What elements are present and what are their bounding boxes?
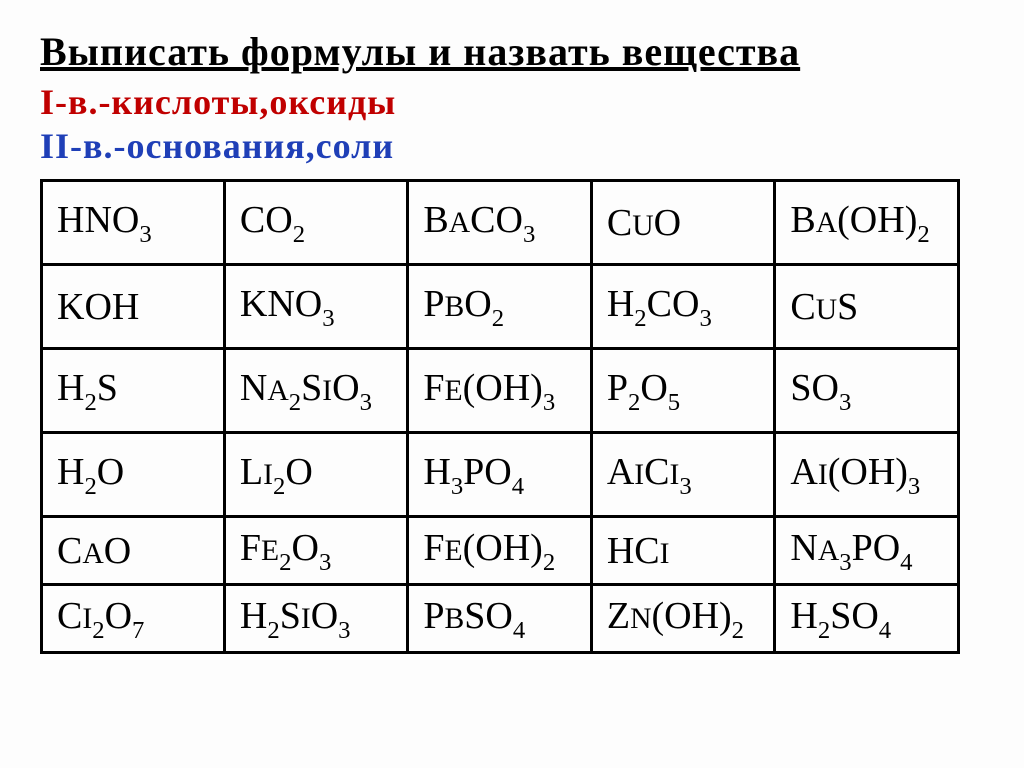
formula-cell: H2SO4	[775, 585, 959, 653]
table-row: HNO3CO2BACO3CUOBA(OH)2	[42, 181, 959, 265]
formula-cell: H2O	[42, 433, 225, 517]
formula-cell: H2CO3	[591, 265, 775, 349]
subtitle-variant-2: II-в.-основания,соли	[40, 125, 984, 167]
formula-cell: AICI3	[591, 433, 775, 517]
formula-cell: NA2SIO3	[224, 349, 407, 433]
table-row: H2SNA2SIO3FE(OH)3P2O5SO3	[42, 349, 959, 433]
formula-cell: KNO3	[224, 265, 407, 349]
formula-cell: HNO3	[42, 181, 225, 265]
formula-cell: FE2O3	[224, 517, 407, 585]
formula-cell: FE(OH)2	[408, 517, 591, 585]
formula-cell: PBO2	[408, 265, 591, 349]
formula-cell: CI2O7	[42, 585, 225, 653]
formula-cell: H2S	[42, 349, 225, 433]
formula-cell: KOH	[42, 265, 225, 349]
formula-table: HNO3CO2BACO3CUOBA(OH)2KOHKNO3PBO2H2CO3CU…	[40, 179, 960, 654]
formula-cell: CAO	[42, 517, 225, 585]
table-row: KOHKNO3PBO2H2CO3CUS	[42, 265, 959, 349]
formula-cell: PBSO4	[408, 585, 591, 653]
page-title: Выписать формулы и назвать вещества	[40, 28, 984, 75]
formula-cell: H3PO4	[408, 433, 591, 517]
table-row: H2OLI2OH3PO4AICI3AI(OH)3	[42, 433, 959, 517]
formula-cell: ZN(OH)2	[591, 585, 775, 653]
formula-cell: CO2	[224, 181, 407, 265]
formula-cell: LI2O	[224, 433, 407, 517]
formula-cell: BA(OH)2	[775, 181, 959, 265]
formula-cell: P2O5	[591, 349, 775, 433]
formula-cell: CUS	[775, 265, 959, 349]
formula-cell: AI(OH)3	[775, 433, 959, 517]
formula-cell: SO3	[775, 349, 959, 433]
table-row: CI2O7H2SIO3PBSO4ZN(OH)2H2SO4	[42, 585, 959, 653]
table-row: CAOFE2O3FE(OH)2HCINA3PO4	[42, 517, 959, 585]
formula-cell: FE(OH)3	[408, 349, 591, 433]
formula-cell: BACO3	[408, 181, 591, 265]
formula-cell: H2SIO3	[224, 585, 407, 653]
subtitle-variant-1: I-в.-кислоты,оксиды	[40, 81, 984, 123]
formula-cell: HCI	[591, 517, 775, 585]
formula-cell: NA3PO4	[775, 517, 959, 585]
formula-cell: CUO	[591, 181, 775, 265]
